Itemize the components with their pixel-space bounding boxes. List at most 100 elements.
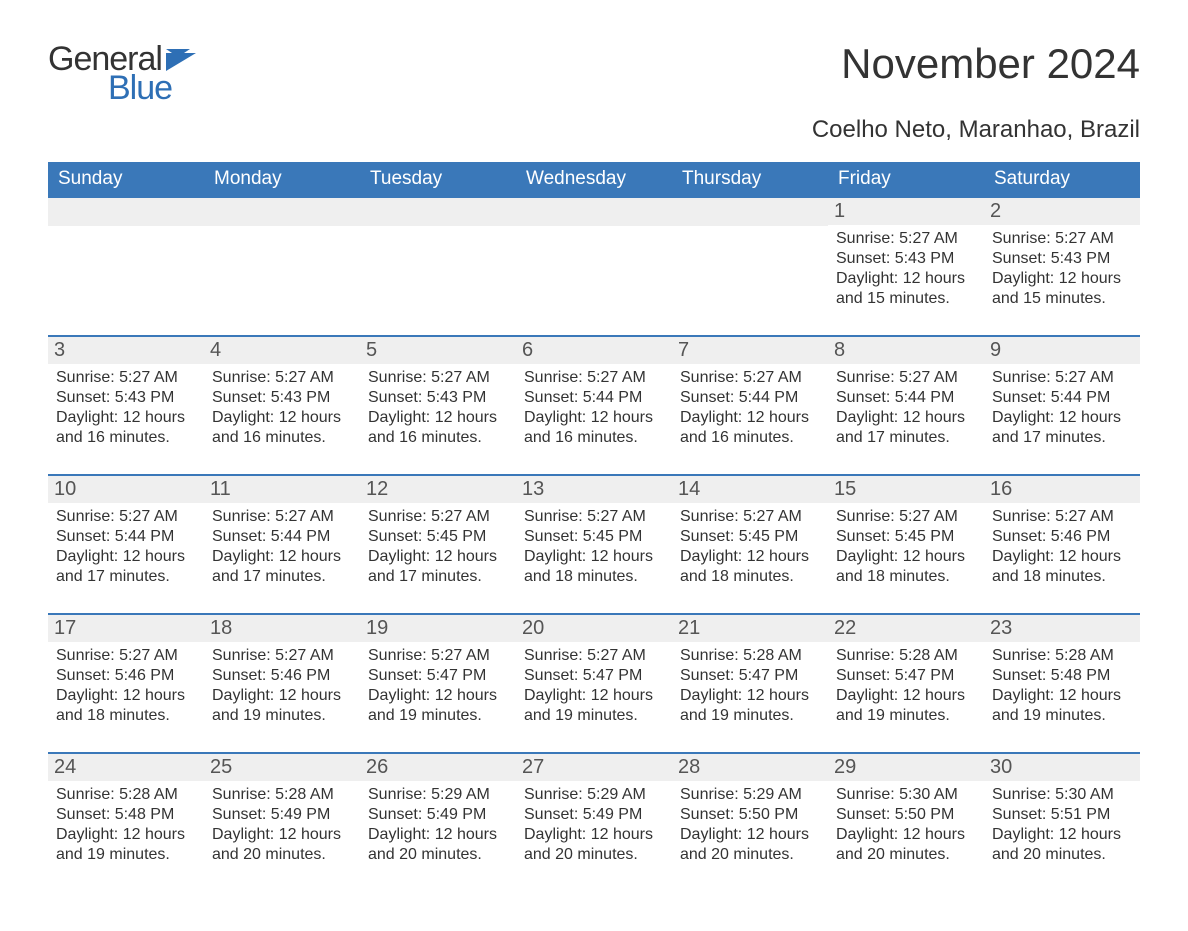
sunset-line: Sunset: 5:47 PM xyxy=(680,666,820,686)
sunrise-line: Sunrise: 5:28 AM xyxy=(680,646,820,666)
sunset-line: Sunset: 5:47 PM xyxy=(836,666,976,686)
day-number: 15 xyxy=(828,476,984,503)
calendar-cell: 28Sunrise: 5:29 AMSunset: 5:50 PMDayligh… xyxy=(672,753,828,891)
day-number: 22 xyxy=(828,615,984,642)
empty-daynum-bg xyxy=(360,198,516,226)
day-number: 4 xyxy=(204,337,360,364)
sunset-line: Sunset: 5:44 PM xyxy=(836,388,976,408)
daylight-line: Daylight: 12 hours and 17 minutes. xyxy=(992,408,1132,448)
calendar-cell: 12Sunrise: 5:27 AMSunset: 5:45 PMDayligh… xyxy=(360,475,516,614)
sunset-line: Sunset: 5:43 PM xyxy=(212,388,352,408)
sunset-line: Sunset: 5:47 PM xyxy=(524,666,664,686)
weekday-header: Wednesday xyxy=(516,162,672,197)
daylight-line: Daylight: 12 hours and 19 minutes. xyxy=(212,686,352,726)
sunrise-line: Sunrise: 5:29 AM xyxy=(368,785,508,805)
weekday-header: Friday xyxy=(828,162,984,197)
calendar-cell: 21 Sunrise: 5:28 AMSunset: 5:47 PMDayligh… xyxy=(672,614,828,753)
sunrise-line: Sunrise: 5:28 AM xyxy=(992,646,1132,666)
daylight-line: Daylight: 12 hours and 20 minutes. xyxy=(212,825,352,865)
daylight-line: Daylight: 12 hours and 19 minutes. xyxy=(680,686,820,726)
sunset-line: Sunset: 5:44 PM xyxy=(992,388,1132,408)
empty-daynum-bg xyxy=(672,198,828,226)
daylight-line: Daylight: 12 hours and 15 minutes. xyxy=(992,269,1132,309)
sunrise-line: Sunrise: 5:27 AM xyxy=(212,507,352,527)
empty-daynum-bg xyxy=(204,198,360,226)
day-number: 17 xyxy=(48,615,204,642)
empty-daynum-bg xyxy=(516,198,672,226)
header: General Blue November 2024 xyxy=(48,40,1140,108)
daylight-line: Daylight: 12 hours and 16 minutes. xyxy=(524,408,664,448)
calendar-cell: 30Sunrise: 5:30 AMSunset: 5:51 PMDayligh… xyxy=(984,753,1140,891)
sunset-line: Sunset: 5:49 PM xyxy=(212,805,352,825)
sunrise-line: Sunrise: 5:27 AM xyxy=(524,507,664,527)
daylight-line: Daylight: 12 hours and 19 minutes. xyxy=(368,686,508,726)
sunrise-line: Sunrise: 5:27 AM xyxy=(992,229,1132,249)
calendar-cell: 17Sunrise: 5:27 AMSunset: 5:46 PMDayligh… xyxy=(48,614,204,753)
day-number: 18 xyxy=(204,615,360,642)
calendar-cell: 4Sunrise: 5:27 AMSunset: 5:43 PMDaylight… xyxy=(204,336,360,475)
sunrise-line: Sunrise: 5:27 AM xyxy=(836,368,976,388)
calendar-row: 3Sunrise: 5:27 AMSunset: 5:43 PMDaylight… xyxy=(48,336,1140,475)
daylight-line: Daylight: 12 hours and 15 minutes. xyxy=(836,269,976,309)
day-number: 29 xyxy=(828,754,984,781)
daylight-line: Daylight: 12 hours and 17 minutes. xyxy=(836,408,976,448)
daylight-line: Daylight: 12 hours and 19 minutes. xyxy=(524,686,664,726)
weekday-header: Monday xyxy=(204,162,360,197)
logo-flag-icon xyxy=(166,49,202,71)
sunset-line: Sunset: 5:44 PM xyxy=(524,388,664,408)
sunrise-line: Sunrise: 5:27 AM xyxy=(680,507,820,527)
day-number: 28 xyxy=(672,754,828,781)
sunrise-line: Sunrise: 5:27 AM xyxy=(992,368,1132,388)
sunrise-line: Sunrise: 5:27 AM xyxy=(56,507,196,527)
calendar-cell: 16Sunrise: 5:27 AMSunset: 5:46 PMDayligh… xyxy=(984,475,1140,614)
calendar-cell: 3Sunrise: 5:27 AMSunset: 5:43 PMDaylight… xyxy=(48,336,204,475)
calendar-cell: 2Sunrise: 5:27 AMSunset: 5:43 PMDaylight… xyxy=(984,197,1140,336)
day-number: 23 xyxy=(984,615,1140,642)
calendar-cell: 7Sunrise: 5:27 AMSunset: 5:44 PMDaylight… xyxy=(672,336,828,475)
daylight-line: Daylight: 12 hours and 19 minutes. xyxy=(992,686,1132,726)
day-number: 21 xyxy=(672,615,828,642)
sunset-line: Sunset: 5:49 PM xyxy=(524,805,664,825)
logo: General Blue xyxy=(48,40,202,108)
sunset-line: Sunset: 5:44 PM xyxy=(212,527,352,547)
calendar-cell: 29Sunrise: 5:30 AMSunset: 5:50 PMDayligh… xyxy=(828,753,984,891)
sunrise-line: Sunrise: 5:28 AM xyxy=(56,785,196,805)
calendar-cell: 11Sunrise: 5:27 AMSunset: 5:44 PMDayligh… xyxy=(204,475,360,614)
calendar-cell: 23Sunrise: 5:28 AMSunset: 5:48 PMDayligh… xyxy=(984,614,1140,753)
day-number: 25 xyxy=(204,754,360,781)
sunset-line: Sunset: 5:43 PM xyxy=(368,388,508,408)
daylight-line: Daylight: 12 hours and 17 minutes. xyxy=(56,547,196,587)
day-number: 9 xyxy=(984,337,1140,364)
sunrise-line: Sunrise: 5:27 AM xyxy=(212,368,352,388)
calendar-cell-empty xyxy=(360,197,516,336)
sunset-line: Sunset: 5:44 PM xyxy=(56,527,196,547)
sunset-line: Sunset: 5:50 PM xyxy=(836,805,976,825)
sunset-line: Sunset: 5:46 PM xyxy=(992,527,1132,547)
day-number: 11 xyxy=(204,476,360,503)
calendar-cell: 10Sunrise: 5:27 AMSunset: 5:44 PMDayligh… xyxy=(48,475,204,614)
calendar-cell: 27Sunrise: 5:29 AMSunset: 5:49 PMDayligh… xyxy=(516,753,672,891)
sunset-line: Sunset: 5:45 PM xyxy=(524,527,664,547)
day-number: 5 xyxy=(360,337,516,364)
sunrise-line: Sunrise: 5:29 AM xyxy=(680,785,820,805)
day-number: 6 xyxy=(516,337,672,364)
sunrise-line: Sunrise: 5:27 AM xyxy=(56,646,196,666)
sunset-line: Sunset: 5:50 PM xyxy=(680,805,820,825)
sunrise-line: Sunrise: 5:27 AM xyxy=(680,368,820,388)
day-number: 20 xyxy=(516,615,672,642)
sunset-line: Sunset: 5:43 PM xyxy=(836,249,976,269)
daylight-line: Daylight: 12 hours and 18 minutes. xyxy=(836,547,976,587)
day-number: 3 xyxy=(48,337,204,364)
sunrise-line: Sunrise: 5:29 AM xyxy=(524,785,664,805)
day-number: 7 xyxy=(672,337,828,364)
empty-daynum-bg xyxy=(48,198,204,226)
calendar-row: 1Sunrise: 5:27 AMSunset: 5:43 PMDaylight… xyxy=(48,197,1140,336)
weekday-header: Thursday xyxy=(672,162,828,197)
sunrise-line: Sunrise: 5:27 AM xyxy=(524,646,664,666)
day-number: 30 xyxy=(984,754,1140,781)
day-number: 26 xyxy=(360,754,516,781)
calendar-cell: 24Sunrise: 5:28 AMSunset: 5:48 PMDayligh… xyxy=(48,753,204,891)
calendar-cell: 5Sunrise: 5:27 AMSunset: 5:43 PMDaylight… xyxy=(360,336,516,475)
sunrise-line: Sunrise: 5:27 AM xyxy=(524,368,664,388)
sunset-line: Sunset: 5:46 PM xyxy=(212,666,352,686)
